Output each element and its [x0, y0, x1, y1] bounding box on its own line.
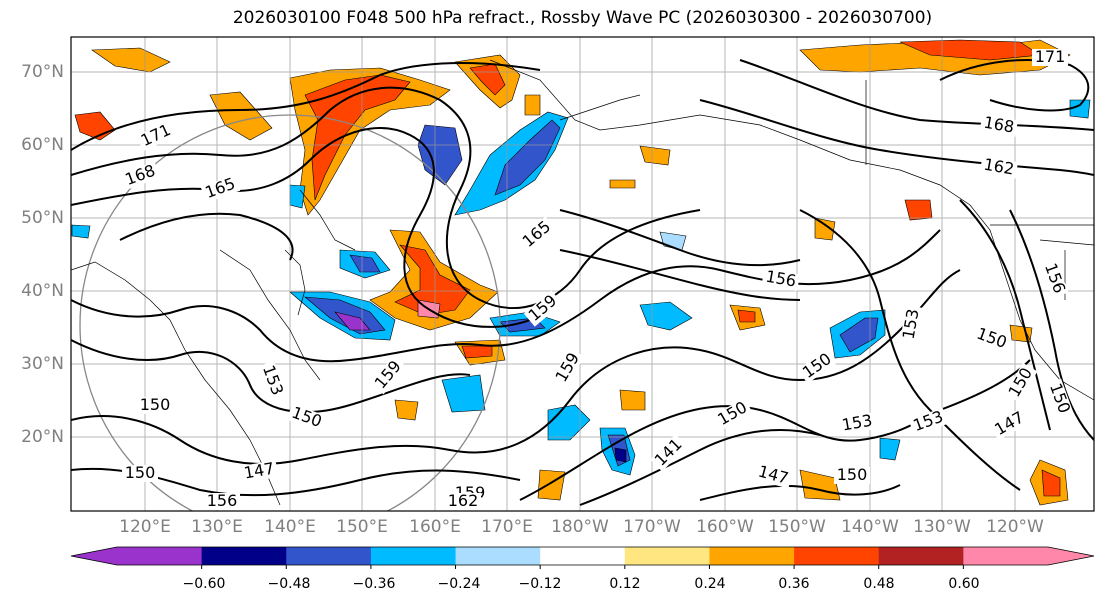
contour-label: 150 [125, 463, 156, 482]
contour-label-bg [136, 120, 177, 152]
lon-label-130w: 130°W [913, 517, 971, 537]
coastlines [71, 59, 1094, 506]
colorbar-segment [540, 547, 626, 565]
colorbar-segment [455, 547, 541, 565]
lon-label-140w: 140°W [841, 517, 899, 537]
contour-label-bg [900, 305, 924, 344]
contour-label-bg [761, 268, 800, 292]
colorbar-segment [963, 547, 1049, 565]
contour-label: 156 [207, 491, 238, 510]
contour-label-bg [908, 407, 949, 436]
contour-label: 171 [1035, 47, 1066, 66]
contour-label-bg [551, 347, 585, 388]
contour-label-bg [120, 161, 161, 190]
colorbar-outline [70, 546, 1095, 566]
contour-label-bg [712, 397, 753, 431]
graticule [71, 37, 1094, 511]
contour-label-bg [1032, 49, 1068, 66]
colorbar-tick-label: 0.24 [694, 576, 726, 592]
colorbar-tick-label: −0.60 [182, 576, 226, 592]
contour-label-bg [137, 397, 173, 414]
lon-label-120e: 120°E [119, 517, 171, 537]
colorbar-tick-label: −0.48 [267, 576, 311, 592]
contour-label-bg [286, 403, 327, 432]
colorbar-extend-high [1048, 547, 1094, 565]
colorbar-tick-label: 0.60 [948, 576, 980, 592]
contour-label: 150 [140, 395, 171, 414]
contour-label-bg [979, 114, 1018, 138]
colorbar-segment [370, 547, 457, 565]
colorbar-segment [709, 547, 795, 565]
lon-label-140e: 140°E [264, 517, 316, 537]
contour-label-bg [122, 465, 158, 482]
contour-label-bg [200, 174, 241, 203]
lat-label-20n: 20°N [21, 427, 64, 447]
lat-label-70n: 70°N [21, 62, 64, 82]
contour-label: 150 [837, 465, 868, 484]
contour-label-bg [1040, 258, 1069, 299]
colorbar-tick-label: −0.24 [437, 576, 481, 592]
colorbar-segment [624, 547, 710, 565]
colorbar-tick-label: −0.12 [518, 576, 562, 592]
lat-label-40n: 40°N [21, 281, 64, 301]
lon-label-130e: 130°E [191, 517, 243, 537]
lon-label-160e: 160°E [409, 517, 461, 537]
shading-negative [71, 99, 1091, 476]
contour-label-bg [1045, 378, 1074, 419]
lon-label-120w: 120°W [986, 517, 1044, 537]
lon-label-150e: 150°E [336, 517, 388, 537]
lon-label-160w: 160°W [696, 517, 754, 537]
lon-label-180w: 180°W [551, 517, 609, 537]
plot-title: 2026030100 F048 500 hPa refract., Rossby… [232, 8, 933, 28]
contour-label-bg [979, 156, 1018, 180]
colorbar-segment [117, 547, 203, 565]
lat-label-60n: 60°N [21, 135, 64, 155]
colorbar-tick-label: 0.12 [609, 576, 641, 592]
contour-label-bg [650, 434, 688, 472]
colorbar-tick-label: 0.36 [778, 576, 810, 592]
lon-label-150w: 150°W [768, 517, 826, 537]
lon-label-170w: 170°W [623, 517, 681, 537]
contour-label-bg [989, 407, 1030, 441]
lat-label-50n: 50°N [21, 208, 64, 228]
reference-circle [79, 114, 501, 511]
contour-label-bg [523, 290, 563, 327]
height-contours [71, 59, 1094, 506]
colorbar-segment [794, 547, 880, 565]
lat-label-30n: 30°N [21, 354, 64, 374]
lon-label-170e: 170°E [481, 517, 533, 537]
contour-label-bg [834, 467, 870, 484]
contour-label-bg [753, 462, 793, 489]
map-frame [70, 36, 1095, 512]
colorbar-segment [878, 547, 964, 565]
contour-label-bg [204, 493, 240, 510]
colorbar-extend-low [71, 547, 117, 565]
colorbar [70, 546, 1095, 569]
contour-label-bg [517, 216, 557, 253]
contour-label-bg [838, 412, 877, 436]
contour-label-bg [971, 324, 1012, 353]
contour-label-bg [258, 360, 287, 401]
colorbar-segment [201, 547, 287, 565]
contour-label-bg [797, 349, 838, 384]
contour-label: 162 [448, 491, 479, 510]
contour-label-bg [1004, 362, 1038, 403]
colorbar-tick-label: −0.36 [352, 576, 396, 592]
contour-label-bg [370, 355, 407, 395]
colorbar-tick-label: 0.48 [863, 576, 895, 592]
contour-label-bg [240, 460, 279, 484]
contour-label-bg [445, 493, 481, 510]
colorbar-segment [286, 547, 372, 565]
